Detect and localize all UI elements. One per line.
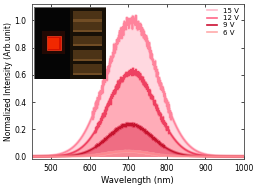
Legend: 15 V, 12 V, 9 V, 6 V: 15 V, 12 V, 9 V, 6 V <box>207 8 239 36</box>
Y-axis label: Normalized Intensity (Arb.unit): Normalized Intensity (Arb.unit) <box>4 22 13 141</box>
X-axis label: Wavelength (nm): Wavelength (nm) <box>101 176 174 185</box>
